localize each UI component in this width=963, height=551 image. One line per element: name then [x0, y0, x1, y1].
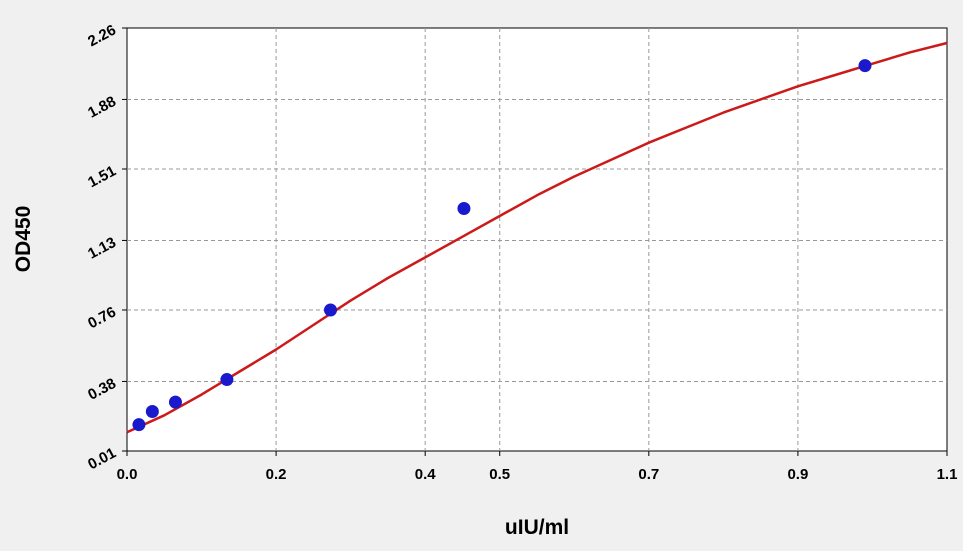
data-series — [126, 41, 948, 434]
x-axis-title: uIU/ml — [505, 516, 569, 539]
data-point — [457, 201, 471, 215]
grid-lines — [127, 28, 947, 451]
y-tick-label: 1.51 — [85, 163, 119, 192]
data-point — [132, 418, 146, 432]
data-point — [858, 59, 872, 73]
data-point — [220, 373, 234, 387]
y-axis-title: OD450 — [12, 206, 35, 273]
axis-ticks — [122, 27, 948, 456]
x-tick-label: 1.1 — [937, 466, 958, 483]
fitted-curve-line — [126, 41, 948, 434]
y-tick-label: 1.88 — [85, 93, 119, 122]
data-point — [145, 405, 159, 419]
y-axis-tick-labels: 0.01 0.38 0.76 1.13 1.51 1.88 2.26 — [85, 22, 119, 474]
x-tick-label: 0.4 — [415, 466, 437, 483]
x-tick-label: 0.7 — [638, 466, 659, 483]
x-tick-label: 0.0 — [117, 466, 138, 483]
y-tick-label: 0.76 — [85, 304, 119, 333]
x-tick-label: 0.2 — [266, 466, 287, 483]
x-axis-tick-labels: 0.0 0.2 0.4 0.5 0.7 0.9 1.1 — [117, 466, 958, 483]
x-tick-label: 0.9 — [787, 466, 808, 483]
y-tick-label: 2.26 — [85, 22, 119, 51]
y-tick-label: 0.01 — [85, 445, 119, 474]
data-point — [168, 395, 182, 409]
plot-area — [126, 27, 948, 452]
y-tick-label: 1.13 — [85, 234, 119, 263]
x-tick-label: 0.5 — [489, 466, 510, 483]
y-tick-label: 0.38 — [85, 375, 119, 404]
data-point — [324, 303, 338, 317]
